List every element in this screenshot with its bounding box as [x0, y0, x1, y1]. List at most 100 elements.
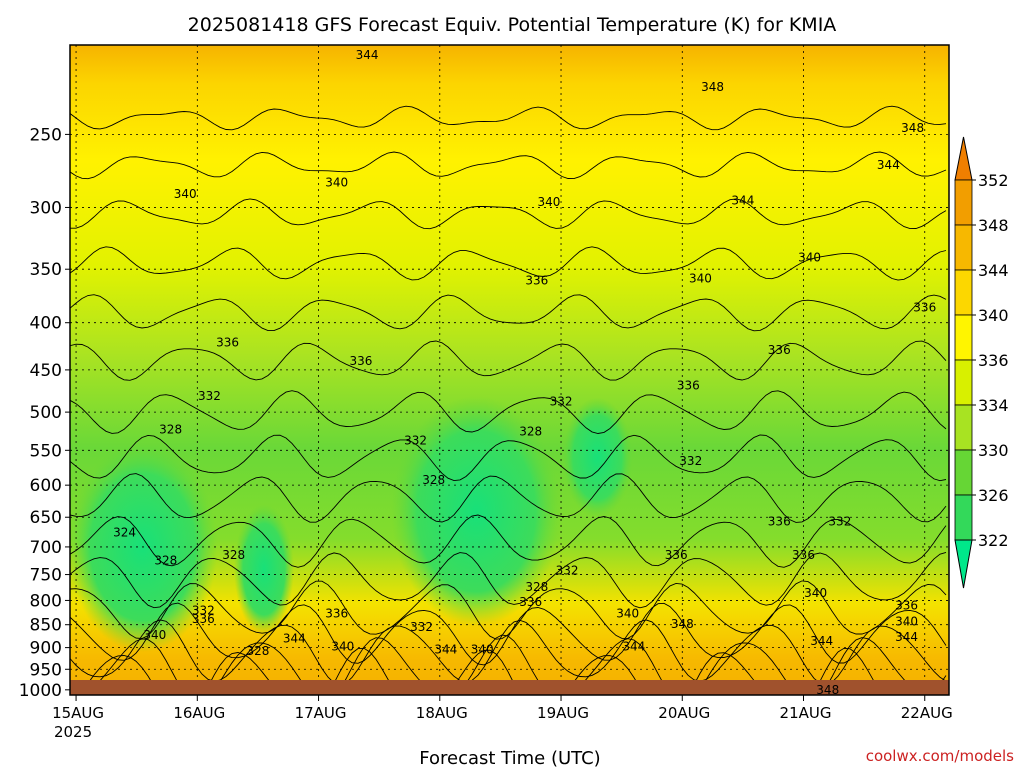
contour-label: 332	[192, 603, 215, 617]
contour-label: 340	[325, 176, 348, 190]
colorbar-segment	[954, 449, 973, 496]
colorbar-label: 334	[978, 396, 1009, 415]
contour-label: 336	[350, 354, 373, 368]
contour-line	[70, 580, 947, 640]
contour-label: 332	[679, 454, 702, 468]
contour-label: 344	[356, 48, 379, 62]
contour-label: 336	[192, 612, 215, 626]
colorbar-segment	[954, 269, 973, 316]
contour-label: 336	[677, 379, 700, 393]
y-tick-label: 350	[30, 260, 62, 280]
colorbar-segment	[954, 224, 973, 271]
y-tick-label: 1000	[19, 681, 62, 701]
y-tick-label: 600	[30, 476, 62, 496]
colorbar-segment	[954, 404, 973, 451]
gridlines	[70, 45, 949, 695]
contour-label: 328	[159, 422, 182, 436]
x-axis-label: Forecast Time (UTC)	[419, 748, 600, 768]
contour-label: 348	[816, 683, 839, 697]
contour-label: 328	[154, 553, 177, 567]
contour-label: 348	[701, 80, 724, 94]
contour-line	[70, 151, 947, 180]
contour-line	[70, 340, 947, 381]
contour-label: 344	[283, 632, 306, 646]
y-tick-label: 500	[30, 403, 62, 423]
credit-link[interactable]: coolwx.com/models	[866, 747, 1014, 765]
contour-label: 344	[877, 158, 900, 172]
y-tick-label: 850	[30, 616, 62, 636]
moist-region-day1b	[233, 504, 294, 635]
contour-label: 344	[810, 634, 833, 648]
x-tick-label: 16AUG	[173, 704, 225, 722]
y-tick-label: 250	[30, 125, 62, 145]
contour-line	[79, 647, 947, 695]
contour-label: 340	[798, 251, 821, 265]
y-tick-label: 950	[30, 660, 62, 680]
contour-label: 348	[671, 617, 694, 631]
colorbar-label: 340	[978, 306, 1009, 325]
contour-label: 336	[519, 595, 542, 609]
contour-label: 328	[525, 580, 548, 594]
colorbar-label: 344	[978, 261, 1009, 280]
y-tick-label: 700	[30, 538, 62, 558]
contour-label: 336	[913, 300, 936, 314]
contour-line	[70, 602, 947, 666]
contour-label: 340	[174, 187, 197, 201]
colorbar-segment	[954, 179, 973, 226]
contour-label: 332	[404, 434, 427, 448]
contour-label: 328	[422, 473, 445, 487]
contour-label: 332	[410, 620, 433, 634]
colorbar-segment	[954, 314, 973, 361]
colorbar-bottom-arrow	[954, 539, 973, 589]
colorbar-label: 348	[978, 216, 1009, 235]
contour-label: 332	[828, 515, 851, 529]
x-tick-label: 17AUG	[295, 704, 347, 722]
ground-surface	[70, 680, 949, 695]
contour-label: 336	[768, 515, 791, 529]
contour-line	[70, 473, 947, 523]
colorbar-label: 326	[978, 486, 1009, 505]
contour-label: 332	[198, 389, 221, 403]
contour-label: 340	[895, 614, 918, 628]
contour-line	[70, 246, 947, 281]
contour-label: 340	[689, 271, 712, 285]
x-tick-label: 18AUG	[416, 704, 468, 722]
contour-label: 324	[113, 525, 136, 539]
y-tick-label: 750	[30, 566, 62, 586]
moist-region-day3	[391, 396, 562, 627]
colorbar-label: 322	[978, 531, 1009, 550]
contour-line	[70, 105, 947, 131]
contour-line	[70, 514, 947, 568]
contour-label: 336	[216, 335, 239, 349]
contour-label: 332	[550, 395, 573, 409]
x-tick-label: 20AUG	[658, 704, 710, 722]
x-tick-label: 22AUG	[901, 704, 953, 722]
colorbar-segment	[954, 494, 973, 541]
contour-label: 340	[804, 586, 827, 600]
contour-label: 344	[622, 639, 645, 653]
contour-label: 344	[731, 194, 754, 208]
x-tick-year-label: 2025	[54, 723, 92, 741]
contour-label: 336	[768, 343, 791, 357]
y-tick-label: 900	[30, 639, 62, 659]
colorbar-label: 330	[978, 441, 1009, 460]
contour-label: 336	[325, 607, 348, 621]
chart-title: 2025081418 GFS Forecast Equiv. Potential…	[188, 14, 837, 36]
y-tick-label: 800	[30, 591, 62, 611]
x-tick-label: 19AUG	[537, 704, 589, 722]
contour-label: 344	[895, 630, 918, 644]
contour-lines	[70, 105, 947, 695]
contour-label: 336	[895, 598, 918, 612]
contour-label: 340	[471, 642, 494, 656]
y-tick-label: 400	[30, 314, 62, 334]
contour-label: 340	[143, 628, 166, 642]
contour-line	[70, 434, 947, 482]
y-tick-label: 550	[30, 441, 62, 461]
colorbar-label: 336	[978, 351, 1009, 370]
contour-label: 336	[525, 273, 548, 287]
contour-label: 336	[665, 548, 688, 562]
